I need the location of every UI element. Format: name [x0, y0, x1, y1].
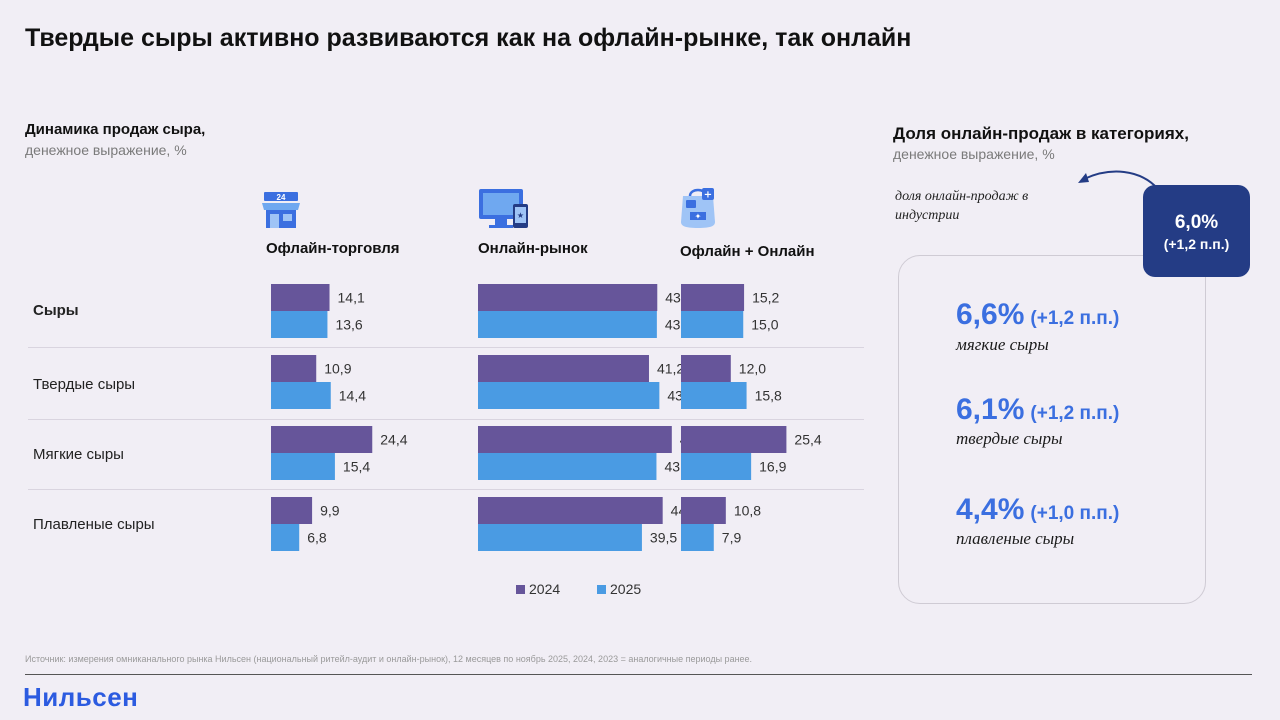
share-hard: 6,1% (+1,2 п.п.) — [956, 393, 1119, 427]
online-share-subheading: денежное выражение, % — [893, 146, 1055, 162]
shopping-bag-icon: + ✦ — [676, 184, 732, 230]
bar-value-label: 9,9 — [320, 503, 340, 519]
source-note: Источник: измерения омниканального рынка… — [25, 654, 753, 664]
brand-logo: Нильсен — [23, 682, 139, 712]
share-soft-name: мягкие сыры — [956, 335, 1049, 354]
industry-share-badge: 6,0% (+1,2 п.п.) — [1143, 185, 1250, 277]
share-hard-name: твердые сыры — [956, 429, 1063, 448]
bar-value-label: 24,4 — [380, 432, 407, 448]
bar-2025-0-0 — [271, 311, 328, 338]
bar-value-label: 10,8 — [734, 503, 761, 519]
category-label-processed: Плавленые сыры — [33, 516, 155, 533]
bar-value-label: 39,5 — [650, 530, 677, 546]
category-label-hard: Твердые сыры — [33, 376, 136, 393]
legend-label-2025: 2025 — [610, 581, 642, 597]
bar-2024-2-2 — [681, 426, 787, 453]
svg-text:24: 24 — [277, 193, 286, 202]
page-title: Твердые сыры активно развиваются как на … — [25, 24, 912, 52]
share-soft-value: 6,6% — [956, 298, 1025, 331]
bar-value-label: 10,9 — [324, 361, 351, 377]
online-share-heading: Доля онлайн-продаж в категориях, — [893, 124, 1189, 143]
bar-value-label: 15,8 — [755, 388, 782, 404]
bar-2024-2-1 — [681, 355, 731, 382]
bar-chart: 14,110,924,49,943,241,246,744,515,212,02… — [271, 284, 822, 551]
svg-text:★: ★ — [517, 211, 524, 220]
monitor-icon: ★ — [475, 186, 531, 232]
share-soft-change: (+1,2 п.п.) — [1030, 308, 1120, 329]
category-label-soft: Мягкие сыры — [33, 446, 124, 463]
bar-2024-2-0 — [681, 284, 745, 311]
bar-value-label: 25,4 — [794, 432, 821, 448]
panel-title-online: Онлайн-рынок — [478, 240, 588, 257]
bar-2025-1-3 — [478, 524, 642, 551]
legend-item-2025: 2025 — [597, 581, 641, 597]
row-divider — [28, 347, 864, 348]
bar-2025-0-2 — [271, 453, 335, 480]
bar-value-label: 7,9 — [722, 530, 742, 546]
share-hard-value: 6,1% — [956, 393, 1025, 426]
bar-value-label: 15,4 — [343, 459, 370, 475]
bar-2024-0-1 — [271, 355, 317, 382]
row-divider — [28, 419, 864, 420]
chart-heading: Динамика продаж сыра, — [25, 121, 206, 138]
bar-2024-0-3 — [271, 497, 313, 524]
panel-title-omni: Офлайн + Онлайн — [680, 243, 815, 260]
svg-text:+: + — [704, 190, 712, 201]
bar-2025-0-1 — [271, 382, 331, 409]
curved-arrow-icon — [1078, 170, 1159, 190]
bar-2025-1-1 — [478, 382, 660, 409]
row-divider — [28, 489, 864, 490]
industry-share-note: доля онлайн-продаж в индустрии — [895, 189, 1029, 223]
industry-share-value: 6,0% — [1174, 212, 1219, 233]
store-24-icon: 24 — [258, 186, 314, 232]
bar-2025-2-3 — [681, 524, 714, 551]
legend-swatch-2025 — [597, 585, 606, 594]
svg-text:✦: ✦ — [695, 212, 702, 221]
bar-2025-2-2 — [681, 453, 752, 480]
bar-value-label: 16,9 — [759, 459, 786, 475]
panel-title-offline: Офлайн-торговля — [266, 240, 400, 257]
share-processed-name: плавленые сыры — [956, 529, 1075, 548]
bar-2025-1-2 — [478, 453, 657, 480]
bar-2025-0-3 — [271, 524, 300, 551]
bar-value-label: 41,2 — [657, 361, 684, 377]
bar-2025-2-1 — [681, 382, 747, 409]
bar-value-label: 14,4 — [339, 388, 366, 404]
legend-swatch-2024 — [516, 585, 525, 594]
bar-2025-2-0 — [681, 311, 744, 338]
bar-2024-1-2 — [478, 426, 672, 453]
category-label-cheese: Сыры — [33, 302, 79, 319]
bar-2024-2-3 — [681, 497, 726, 524]
share-soft: 6,6% (+1,2 п.п.) — [956, 298, 1119, 332]
bar-value-label: 12,0 — [739, 361, 766, 377]
bar-value-label: 13,6 — [335, 317, 362, 333]
share-processed-value: 4,4% — [956, 493, 1025, 526]
bar-2025-1-0 — [478, 311, 657, 338]
legend-label-2024: 2024 — [529, 581, 561, 597]
legend-item-2024: 2024 — [516, 581, 560, 597]
bar-2024-1-0 — [478, 284, 658, 311]
industry-share-change: (+1,2 п.п.) — [1163, 236, 1230, 252]
bar-value-label: 15,0 — [751, 317, 778, 333]
share-hard-change: (+1,2 п.п.) — [1030, 403, 1120, 424]
bar-2024-1-3 — [478, 497, 663, 524]
bar-value-label: 15,2 — [752, 290, 779, 306]
bar-value-label: 6,8 — [307, 530, 327, 546]
chart-subheading: денежное выражение, % — [25, 142, 187, 158]
footer-divider — [25, 674, 1252, 675]
share-processed-change: (+1,0 п.п.) — [1030, 503, 1120, 524]
bar-2024-1-1 — [478, 355, 649, 382]
bar-2024-0-0 — [271, 284, 330, 311]
category-share-panel: 6,6% (+1,2 п.п.) мягкие сыры 6,1% (+1,2 п.… — [898, 255, 1206, 604]
bar-2024-0-2 — [271, 426, 373, 453]
share-processed: 4,4% (+1,0 п.п.) — [956, 493, 1119, 527]
bar-value-label: 14,1 — [338, 290, 365, 306]
